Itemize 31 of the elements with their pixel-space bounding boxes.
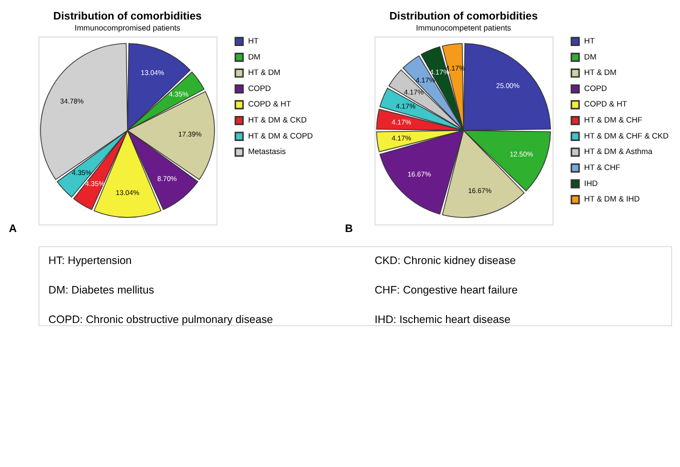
legend-label: COPD & HT: [248, 100, 292, 109]
legend-label: HT & DM & Asthma: [584, 147, 653, 156]
legend-label: COPD & HT: [584, 100, 628, 109]
legend-label: HT & CHF: [584, 162, 621, 172]
legend-label: HT & DM & IHD: [584, 194, 640, 204]
chart-subtitle: Immunocompromised patients: [74, 24, 180, 33]
legend-label: DM: [248, 52, 260, 62]
legend-label: HT & DM & CHF: [584, 116, 642, 125]
chart-subtitle: Immunocompetent patients: [416, 24, 512, 33]
text: COPD: Chronic obstructive pulmonary disease: [48, 314, 273, 326]
legend-label: HT: [584, 36, 595, 46]
text: HT: Hypertension: [48, 254, 132, 267]
text: IHD: Ischemic heart disease: [374, 314, 510, 326]
legend-label: DM: [584, 52, 596, 62]
legend-label: HT & DM: [584, 68, 616, 78]
legend-label: COPD: [584, 84, 608, 93]
chart-title: Distribution of comorbidities: [389, 10, 538, 23]
text: A: [8, 223, 17, 236]
legend-label: HT & DM & CHF & CKD: [584, 131, 669, 140]
text: DM: Diabetes mellitus: [48, 284, 155, 297]
legend-label: HT & DM: [248, 68, 280, 78]
text: CHF: Congestive heart failure: [374, 284, 518, 297]
legend-label: Metastasis: [248, 147, 286, 156]
text: B: [344, 223, 353, 236]
legend-label: HT & DM & CKD: [248, 116, 307, 125]
text: CKD: Chronic kidney disease: [374, 254, 516, 267]
legend-label: HT & DM & COPD: [248, 131, 314, 140]
legend-label: IHD: [584, 178, 598, 188]
legend-label: COPD: [248, 84, 272, 93]
legend-label: HT: [248, 36, 259, 46]
chart-title: Distribution of comorbidities: [53, 10, 202, 23]
